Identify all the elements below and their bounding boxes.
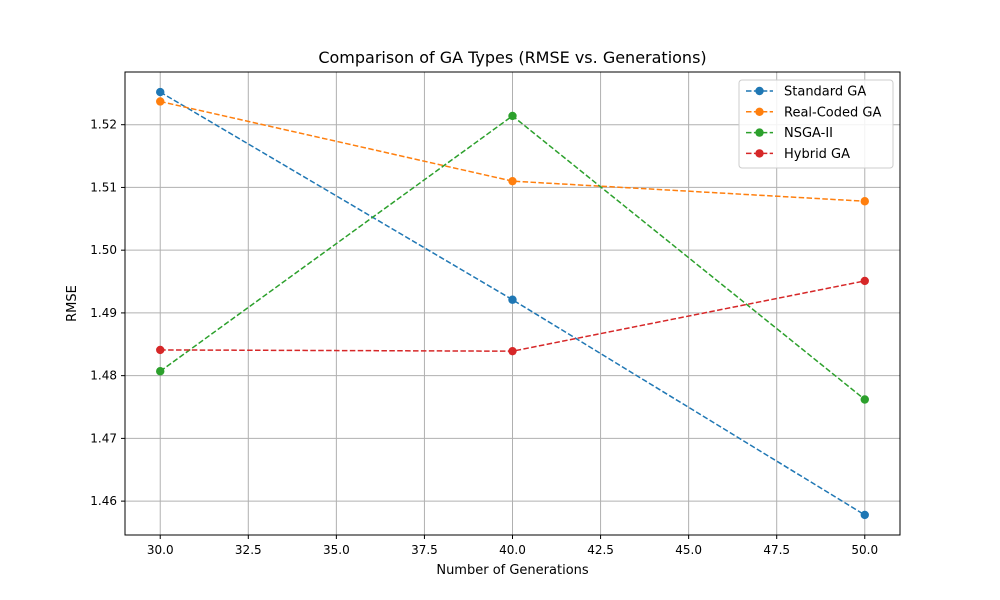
data-point-real-coded-ga [508,176,517,186]
y-tick-label: 1.49 [90,306,117,320]
series-nsga-ii [156,111,869,404]
legend-marker [755,128,764,137]
data-point-standard-ga [508,295,517,304]
series-line-standard-ga [159,91,866,516]
data-point-real-coded-ga [156,97,165,106]
y-tick-label: 1.50 [90,243,117,257]
legend-label: Hybrid GA [784,147,850,162]
series-layer [156,87,869,520]
y-axis-label: RMSE [65,285,80,322]
x-tick-label: 35.0 [323,543,350,557]
series-standard-ga [156,87,869,520]
y-tick-label: 1.46 [90,494,117,508]
data-point-hybrid-ga [860,276,869,286]
x-axis-ticks: 30.0 32.5 35.0 37.5 40.0 42.5 45.0 47.5 50.0 [147,535,878,557]
data-point-standard-ga [156,87,165,97]
data-point-hybrid-ga [508,346,517,356]
x-tick-label: 42.5 [587,543,614,557]
legend-item: NSGA-II [746,126,833,141]
data-point-nsga-ii [860,395,869,404]
x-tick-label: 45.0 [675,543,702,557]
legend-marker [755,149,764,158]
x-tick-label: 32.5 [235,543,262,557]
y-tick-label: 1.52 [90,118,117,132]
y-tick-label: 1.48 [90,369,117,383]
x-tick-label: 47.5 [763,543,790,557]
legend-marker [755,107,764,117]
data-point-standard-ga [860,510,869,520]
data-point-real-coded-ga [860,197,869,206]
legend-label: NSGA-II [784,126,833,141]
legend-item: Hybrid GA [746,147,850,162]
x-tick-label: 40.0 [499,543,526,557]
legend-item: Standard GA [746,85,866,100]
series-real-coded-ga [156,97,869,206]
series-line-real-coded-ga [160,100,865,202]
data-point-hybrid-ga [156,345,165,355]
legend-box [738,79,894,169]
x-tick-label: 30.0 [147,543,174,557]
legend: Standard GA Real-Coded GA NSGA-II Hybrid GA [738,79,894,169]
y-tick-label: 1.47 [90,431,117,445]
y-tick-label: 1.51 [90,180,117,194]
x-axis-label: Number of Generations [436,563,589,578]
data-point-nsga-ii [156,367,165,376]
legend-marker [755,86,764,96]
y-axis-ticks: 1.46 1.47 1.48 1.49 1.50 1.51 1.52 [90,118,125,508]
chart-title: Comparison of GA Types (RMSE vs. Generat… [318,48,706,67]
x-tick-label: 50.0 [851,543,878,557]
legend-label: Standard GA [784,85,866,100]
legend-item: Real-Coded GA [746,105,881,120]
series-hybrid-ga [156,276,869,356]
data-point-nsga-ii [508,111,517,121]
x-tick-label: 37.5 [411,543,438,557]
legend-label: Real-Coded GA [784,105,881,120]
